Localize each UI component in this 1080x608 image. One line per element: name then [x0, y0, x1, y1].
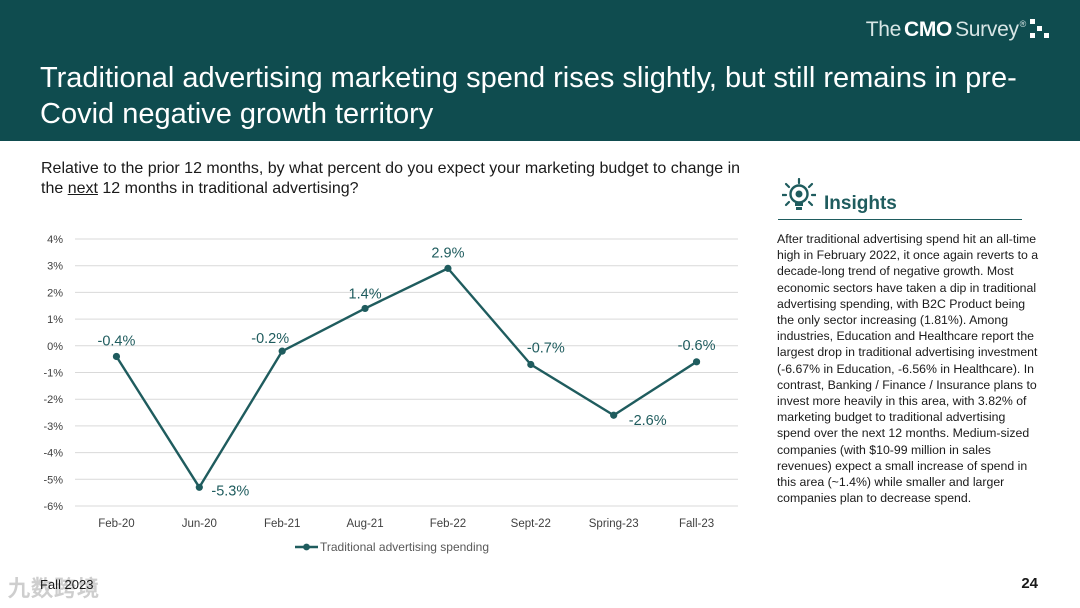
lightbulb-icon [782, 178, 816, 210]
x-axis-ticks: Feb-20 Jun-20 Feb-21 Aug-21 Feb-22 Sept-22 Spr… [98, 518, 714, 530]
slide-title: Traditional advertising marketing spend … [40, 62, 1017, 130]
watermark: 九数跨境 [8, 576, 101, 601]
data-label: -2.6% [629, 413, 667, 429]
x-tick-label: Jun-20 [182, 518, 217, 530]
insights-text: After traditional advertising spend hit … [777, 232, 1039, 506]
data-point [278, 347, 286, 355]
data-point [361, 304, 369, 313]
y-tick-label: 1% [47, 314, 63, 326]
legend-label: Traditional advertising spending [320, 540, 489, 554]
footer-date: Fall 2023 [40, 577, 94, 592]
x-tick-label: Spring-23 [589, 518, 639, 530]
insights-title: Insights [824, 193, 897, 214]
series-line [115, 267, 698, 489]
data-label: -0.6% [678, 338, 716, 354]
data-point [444, 264, 452, 272]
y-tick-label: 0% [47, 341, 63, 353]
data-label: -5.3% [211, 483, 249, 499]
x-tick-label: Sept-22 [511, 518, 551, 530]
legend-point-marker [303, 543, 310, 551]
data-label: -0.7% [527, 340, 565, 356]
page-number: 24 [1021, 575, 1038, 592]
logo-text-survey: Survey [955, 18, 1019, 41]
x-tick-label: Feb-22 [430, 518, 466, 530]
chart-series [112, 264, 701, 491]
data-label: -0.4% [97, 333, 135, 349]
y-tick-label: 3% [47, 261, 63, 273]
header-banner: The CMO Survey ® Traditional advertising… [0, 0, 1080, 141]
data-point [195, 483, 203, 491]
x-tick-label: Feb-20 [98, 518, 134, 530]
y-tick-label: -2% [43, 394, 63, 406]
x-tick-label: Aug-21 [347, 518, 384, 530]
question-underlined-word: next [67, 180, 98, 197]
question-part-1: Relative to the prior 12 months, by what… [41, 160, 741, 197]
y-tick-label: -6% [43, 501, 63, 513]
data-point [112, 352, 121, 361]
y-tick-label: 4% [47, 234, 63, 246]
data-point [527, 360, 535, 369]
y-tick-label: -1% [43, 368, 63, 380]
logo-dots-icon [1030, 19, 1054, 43]
data-labels: -0.4% -5.3% -0.2% 1.4% 2.9% -0.7% -2.6% -0.6% [97, 245, 715, 499]
chart-legend: Traditional advertising spending [295, 540, 489, 554]
line-chart: 4% 3% 2% 1% 0% -1% -2% -3% -4% -5% -6% Feb-20 Jun-2… [43, 234, 738, 554]
data-label: 1.4% [349, 286, 382, 302]
x-tick-label: Feb-21 [264, 518, 300, 530]
y-tick-label: -4% [43, 448, 63, 460]
y-tick-label: -5% [43, 474, 63, 486]
y-tick-label: -3% [43, 421, 63, 433]
data-label: -0.2% [251, 331, 289, 347]
cmo-survey-logo: The CMO Survey ® [866, 18, 1054, 43]
y-tick-label: 2% [47, 287, 63, 299]
data-label: 2.9% [431, 245, 464, 261]
insights-header: Insights [778, 176, 1022, 220]
chart-gridlines [75, 238, 738, 507]
survey-question: Relative to the prior 12 months, by what… [41, 159, 741, 199]
question-part-2: 12 months in traditional advertising? [97, 180, 359, 197]
y-axis-ticks: 4% 3% 2% 1% 0% -1% -2% -3% -4% -5% -6% [43, 234, 63, 513]
logo-registered-mark: ® [1019, 19, 1027, 29]
data-point [692, 358, 701, 366]
x-tick-label: Fall-23 [679, 518, 714, 530]
logo-text-cmo: CMO [904, 18, 953, 41]
logo-text-the: The [865, 18, 902, 41]
data-point [610, 411, 618, 419]
